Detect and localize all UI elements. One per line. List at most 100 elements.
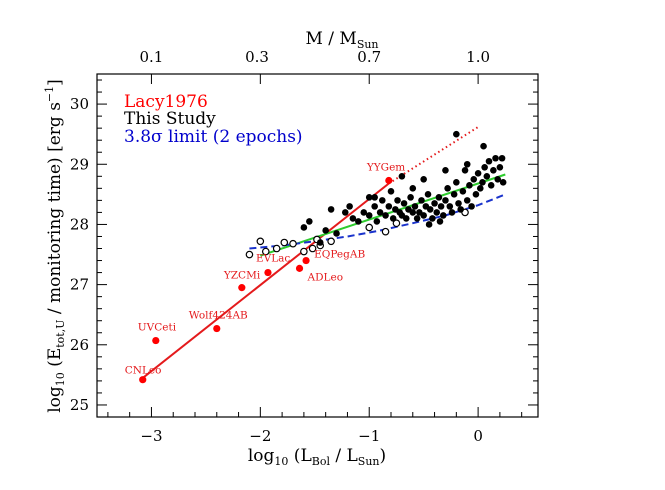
study-open-point bbox=[327, 237, 335, 246]
study-point bbox=[389, 215, 397, 222]
star-label: EVLac bbox=[256, 253, 290, 265]
study-point bbox=[365, 212, 373, 219]
study-point bbox=[322, 227, 329, 234]
study-open-point bbox=[392, 219, 401, 228]
study-open-point bbox=[300, 247, 308, 256]
study-point bbox=[413, 215, 421, 222]
study-point bbox=[409, 185, 417, 192]
study-point bbox=[387, 188, 395, 195]
study-open-point bbox=[272, 244, 281, 253]
study-open-point bbox=[245, 250, 254, 259]
star-label: ADLeo bbox=[307, 271, 344, 283]
y-tick-label: 26 bbox=[70, 336, 89, 354]
study-point bbox=[490, 166, 497, 174]
star-label: CNLeo bbox=[125, 365, 162, 377]
study-point bbox=[426, 206, 434, 213]
legend-this-study: This Study bbox=[124, 109, 216, 129]
study-point bbox=[341, 209, 349, 216]
study-point bbox=[468, 203, 475, 210]
fit-line-3 bbox=[249, 193, 506, 250]
y-tick-label: 25 bbox=[70, 396, 89, 414]
study-point bbox=[346, 203, 353, 210]
star-label: YZCMi bbox=[223, 270, 261, 282]
study-point bbox=[435, 194, 443, 201]
study-point bbox=[461, 166, 469, 174]
star-label: EQPegAB bbox=[314, 249, 365, 261]
study-point bbox=[333, 230, 340, 237]
study-point bbox=[496, 163, 504, 171]
lacy-point bbox=[295, 264, 304, 272]
study-point bbox=[442, 166, 449, 174]
study-point bbox=[479, 179, 486, 186]
study-point bbox=[409, 209, 417, 216]
study-point bbox=[459, 188, 467, 195]
study-point bbox=[418, 197, 425, 204]
study-point bbox=[439, 212, 447, 219]
x-tick-label: −2 bbox=[249, 427, 271, 445]
axes: −3 −2 −1 0 0.1 0.3 0.7 1.0 25 26 27 28 29 30 bbox=[70, 48, 538, 445]
study-point bbox=[365, 194, 373, 201]
lacy-point bbox=[213, 324, 221, 333]
study-point bbox=[360, 209, 368, 216]
lacy-point bbox=[302, 256, 310, 265]
lacy-point bbox=[139, 376, 147, 384]
x-axis-title: log10 (LBol / LSun) bbox=[248, 446, 386, 468]
study-point bbox=[483, 172, 491, 180]
study-point bbox=[453, 179, 460, 186]
y-axis-title: log10 (Etot,U / monitoring time) [erg s−… bbox=[43, 79, 67, 413]
top-tick-label: 0.1 bbox=[140, 48, 164, 66]
study-point bbox=[424, 191, 432, 198]
study-point bbox=[455, 200, 462, 207]
top-tick-label: 0.3 bbox=[245, 48, 269, 66]
study-point bbox=[394, 197, 401, 204]
star-label: YYGem bbox=[366, 162, 405, 174]
study-point bbox=[306, 218, 313, 225]
study-open-point bbox=[261, 247, 270, 256]
study-point bbox=[442, 197, 449, 204]
x-tick-label: −1 bbox=[358, 427, 380, 445]
study-point bbox=[398, 172, 406, 180]
study-point bbox=[444, 185, 451, 192]
study-point bbox=[420, 176, 427, 183]
study-point bbox=[327, 206, 335, 213]
study-open-point bbox=[308, 244, 317, 253]
x-tick-label: 0 bbox=[473, 427, 483, 445]
study-point bbox=[402, 215, 410, 222]
study-point bbox=[382, 212, 389, 219]
study-point bbox=[480, 142, 487, 150]
study-point bbox=[425, 221, 433, 228]
study-point bbox=[448, 209, 456, 216]
study-point bbox=[300, 224, 308, 231]
study-point bbox=[453, 130, 460, 138]
top-axis-title: M / MSun bbox=[305, 29, 378, 51]
study-open-point bbox=[381, 227, 390, 236]
study-point bbox=[476, 185, 484, 192]
study-point bbox=[474, 169, 482, 177]
study-point bbox=[349, 215, 357, 222]
study-point bbox=[316, 239, 324, 246]
study-open-point bbox=[256, 237, 265, 246]
study-open-point bbox=[280, 238, 289, 247]
study-point bbox=[376, 209, 384, 216]
study-point bbox=[355, 218, 362, 225]
study-point bbox=[487, 182, 495, 189]
study-point bbox=[400, 200, 408, 207]
study-point bbox=[499, 179, 507, 186]
lacy-point bbox=[152, 336, 160, 345]
legend-lacy1976: Lacy1976 bbox=[124, 92, 208, 112]
lacy-point bbox=[385, 176, 393, 185]
study-point bbox=[494, 176, 502, 183]
study-point bbox=[407, 194, 414, 201]
study-point bbox=[371, 203, 378, 210]
y-tick-label: 28 bbox=[70, 215, 89, 233]
study-point bbox=[437, 203, 445, 210]
study-point bbox=[457, 206, 464, 213]
study-point bbox=[446, 203, 454, 210]
y-tick-label: 30 bbox=[70, 95, 89, 113]
plot-frame bbox=[96, 73, 539, 418]
study-point bbox=[371, 194, 378, 201]
study-point bbox=[463, 160, 471, 168]
top-tick-label: 0.7 bbox=[357, 48, 381, 66]
study-open-point bbox=[289, 239, 297, 248]
